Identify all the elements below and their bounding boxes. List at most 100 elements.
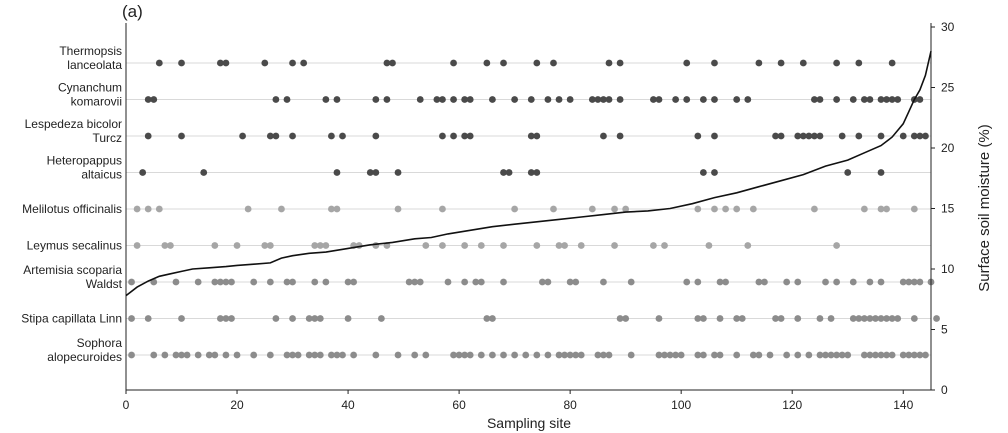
- occurrence-point: [555, 351, 563, 359]
- y-tick-label: 10: [941, 262, 955, 276]
- occurrence-point: [816, 315, 824, 322]
- occurrence-point: [877, 96, 885, 103]
- occurrence-point: [422, 242, 430, 249]
- occurrence-point: [161, 242, 169, 249]
- occurrence-point: [855, 59, 863, 67]
- occurrence-point: [661, 351, 668, 359]
- occurrence-point: [477, 242, 485, 249]
- occurrence-point: [472, 278, 480, 286]
- occurrence-point: [716, 351, 724, 359]
- species-label: komarovii: [71, 95, 122, 109]
- occurrence-point: [416, 278, 424, 286]
- occurrence-point: [194, 351, 202, 359]
- occurrence-point: [855, 132, 863, 140]
- species-label: lanceolata: [67, 58, 122, 72]
- occurrence-point: [172, 278, 180, 286]
- occurrence-point: [555, 242, 563, 249]
- occurrence-point: [266, 242, 274, 249]
- occurrence-point: [544, 96, 552, 103]
- occurrence-point: [305, 351, 313, 359]
- occurrence-point: [527, 96, 535, 103]
- occurrence-point: [311, 351, 319, 359]
- occurrence-point: [228, 315, 235, 322]
- occurrence-point: [172, 351, 180, 359]
- occurrence-point: [200, 169, 208, 176]
- occurrence-point: [333, 205, 341, 213]
- occurrence-point: [849, 96, 857, 103]
- occurrence-point: [866, 351, 874, 359]
- species-label: Artemisia scoparia: [23, 263, 122, 277]
- occurrence-point: [339, 351, 346, 359]
- occurrence-point: [677, 351, 685, 359]
- x-tick-label: 80: [563, 398, 577, 412]
- occurrence-point: [899, 278, 907, 286]
- occurrence-point: [572, 278, 580, 286]
- occurrence-point: [144, 315, 152, 322]
- occurrence-point: [211, 242, 219, 249]
- occurrence-point: [777, 59, 785, 67]
- occurrence-point: [600, 351, 607, 359]
- occurrence-point: [916, 96, 924, 103]
- occurrence-point: [533, 132, 541, 140]
- occurrence-point: [505, 169, 513, 176]
- occurrence-point: [910, 278, 918, 286]
- occurrence-point: [555, 96, 563, 103]
- occurrence-point: [289, 315, 296, 322]
- y-tick-label: 25: [941, 81, 955, 95]
- occurrence-point: [888, 315, 896, 322]
- occurrence-point: [328, 132, 335, 140]
- occurrence-point: [794, 278, 802, 286]
- x-tick-label: 100: [671, 398, 691, 412]
- occurrence-point: [261, 59, 269, 67]
- occurrence-point: [161, 351, 169, 359]
- occurrence-point: [294, 351, 302, 359]
- occurrence-point: [372, 96, 380, 103]
- occurrence-point: [577, 351, 585, 359]
- occurrence-point: [838, 132, 846, 140]
- occurrence-point: [910, 132, 918, 140]
- occurrence-point: [266, 132, 274, 140]
- occurrence-point: [833, 351, 841, 359]
- occurrence-point: [811, 205, 818, 213]
- occurrence-point: [605, 59, 613, 67]
- occurrence-point: [600, 278, 607, 286]
- occurrence-point: [705, 242, 713, 249]
- occurrence-point: [533, 351, 541, 359]
- occurrence-point: [883, 96, 890, 103]
- occurrence-point: [666, 351, 674, 359]
- occurrence-point: [566, 278, 574, 286]
- occurrence-point: [811, 132, 818, 140]
- occurrence-point: [450, 351, 457, 359]
- occurrence-point: [683, 278, 691, 286]
- panel-label: (a): [122, 2, 143, 21]
- occurrence-point: [577, 242, 585, 249]
- occurrence-point: [461, 351, 469, 359]
- occurrence-point: [411, 351, 419, 359]
- x-tick-label: 60: [452, 398, 466, 412]
- occurrence-point: [805, 351, 813, 359]
- occurrence-point: [766, 351, 774, 359]
- occurrence-point: [616, 96, 624, 103]
- occurrence-point: [328, 205, 335, 213]
- occurrence-point: [339, 132, 346, 140]
- occurrence-point: [250, 351, 258, 359]
- occurrence-point: [888, 351, 896, 359]
- occurrence-point: [794, 132, 802, 140]
- occurrence-point: [722, 205, 729, 213]
- occurrence-point: [194, 278, 202, 286]
- occurrence-point: [833, 278, 841, 286]
- occurrence-point: [777, 315, 785, 322]
- occurrence-point: [588, 205, 596, 213]
- species-label: Turcz: [92, 131, 122, 145]
- occurrence-point: [538, 278, 546, 286]
- occurrence-point: [250, 278, 258, 286]
- species-label: Melilotus officinalis: [22, 202, 122, 216]
- occurrence-point: [699, 96, 707, 103]
- occurrence-point: [311, 315, 319, 322]
- occurrence-point: [594, 351, 602, 359]
- occurrence-point: [233, 242, 241, 249]
- occurrence-point: [477, 278, 485, 286]
- occurrence-point: [655, 96, 663, 103]
- occurrence-point: [716, 315, 724, 322]
- occurrence-point: [316, 242, 324, 249]
